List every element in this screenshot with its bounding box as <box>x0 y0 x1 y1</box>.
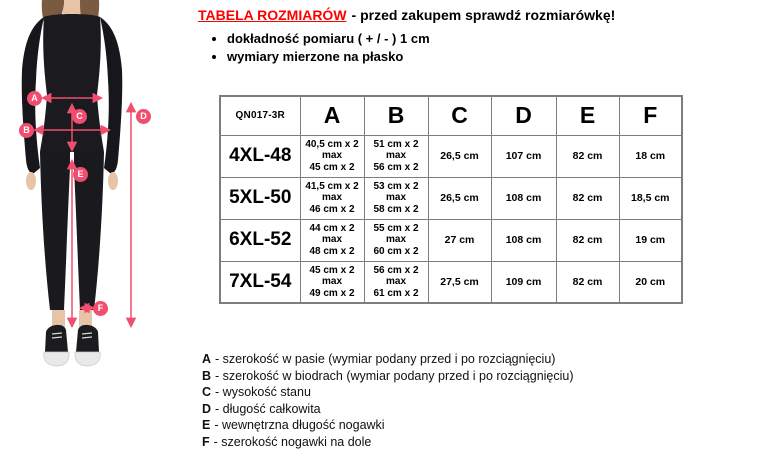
legend-item-f: F- szerokość nogawki na dole <box>202 434 372 449</box>
measurement-label-f: F <box>93 301 108 316</box>
column-header-a: A <box>299 95 365 136</box>
measurement-label-c: C <box>72 109 87 124</box>
measurement-cell-b: 56 cm x 2 max 61 cm x 2 <box>363 260 429 304</box>
measurement-cell-e: 82 cm <box>555 218 620 262</box>
measurement-label-b: B <box>19 123 34 138</box>
model-legging-left <box>40 152 70 310</box>
model-neck <box>63 0 81 16</box>
measurement-cell-c: 27,5 cm <box>427 260 492 304</box>
legend-item-c: C- wysokość stanu <box>202 385 311 400</box>
measurement-cell-b: 51 cm x 2 max 56 cm x 2 <box>363 134 429 178</box>
measurement-cell-a: 40,5 cm x 2 max 45 cm x 2 <box>299 134 365 178</box>
size-cell: 7XL-54 <box>219 260 301 304</box>
column-header-f: F <box>618 95 683 136</box>
measurement-cell-f: 20 cm <box>618 260 683 304</box>
note-item-flat: wymiary mierzone na płasko <box>227 48 763 66</box>
table-row-6xl: 6XL-52 44 cm x 2 max 48 cm x 2 55 cm x 2… <box>219 218 683 262</box>
model-sole-right <box>74 351 101 367</box>
model-laces-left <box>51 332 63 339</box>
size-cell: 4XL-48 <box>219 134 301 178</box>
column-header-e: E <box>555 95 620 136</box>
product-code: QN017-3R <box>219 95 301 136</box>
size-table: QN017-3R A B C D E F 4XL-48 40,5 cm x 2 … <box>219 95 683 304</box>
measurement-cell-d: 108 cm <box>490 218 557 262</box>
model-illustration <box>21 0 137 367</box>
size-cell: 6XL-52 <box>219 218 301 262</box>
measurement-cell-e: 82 cm <box>555 260 620 304</box>
measurement-cell-a: 44 cm x 2 max 48 cm x 2 <box>299 218 365 262</box>
measurement-cell-b: 53 cm x 2 max 58 cm x 2 <box>363 176 429 220</box>
measurement-cell-d: 108 cm <box>490 176 557 220</box>
table-row-5xl: 5XL-50 41,5 cm x 2 max 46 cm x 2 53 cm x… <box>219 176 683 220</box>
table-header-row: QN017-3R A B C D E F <box>219 95 683 136</box>
notes-list: dokładność pomiaru ( + / - ) 1 cm wymiar… <box>198 30 763 66</box>
model-top <box>40 14 104 152</box>
legend-item-e: E- wewnętrzna długość nogawki <box>202 418 385 433</box>
measurement-cell-d: 107 cm <box>490 134 557 178</box>
measurement-label-a: A <box>27 91 42 106</box>
model-photo: A B C D E F <box>0 0 200 400</box>
measurement-cell-d: 109 cm <box>490 260 557 304</box>
measurement-cell-a: 45 cm x 2 max 49 cm x 2 <box>299 260 365 304</box>
measurement-cell-f: 18 cm <box>618 134 683 178</box>
measurement-cell-f: 18,5 cm <box>618 176 683 220</box>
model-sneaker-right <box>76 324 99 357</box>
measurement-legend: A- szerokość w pasie (wymiar podany prze… <box>202 351 574 451</box>
column-header-c: C <box>427 95 492 136</box>
measurement-cell-c: 27 cm <box>427 218 492 262</box>
measurement-label-d: D <box>136 109 151 124</box>
measurement-cell-e: 82 cm <box>555 176 620 220</box>
measurement-cell-a: 41,5 cm x 2 max 46 cm x 2 <box>299 176 365 220</box>
table-row-4xl: 4XL-48 40,5 cm x 2 max 45 cm x 2 51 cm x… <box>219 134 683 178</box>
note-item-accuracy: dokładność pomiaru ( + / - ) 1 cm <box>227 30 763 48</box>
model-laces-right <box>81 332 93 339</box>
page-title-highlight: TABELA ROZMIARÓW <box>198 7 347 23</box>
model-hand-right <box>108 172 118 190</box>
page-title: TABELA ROZMIARÓW - przed zakupem sprawdź … <box>198 7 763 23</box>
measurement-cell-b: 55 cm x 2 max 60 cm x 2 <box>363 218 429 262</box>
page-header: TABELA ROZMIARÓW - przed zakupem sprawdź … <box>198 7 763 66</box>
model-sneaker-left <box>45 324 68 357</box>
measurement-cell-f: 19 cm <box>618 218 683 262</box>
measurement-cell-c: 26,5 cm <box>427 176 492 220</box>
model-sleeve-right <box>100 17 123 174</box>
legend-item-d: D- długość całkowita <box>202 401 321 416</box>
model-sole-left <box>43 351 70 367</box>
legend-item-a: A- szerokość w pasie (wymiar podany prze… <box>202 352 556 366</box>
legend-item-b: B- szerokość w biodrach (wymiar podany p… <box>202 368 574 383</box>
measurement-cell-e: 82 cm <box>555 134 620 178</box>
model-hand-left <box>26 172 36 190</box>
measurement-label-e: E <box>73 167 88 182</box>
model-legging-right <box>74 152 104 310</box>
page-title-rest: - przed zakupem sprawdź rozmiarówkę! <box>351 7 616 23</box>
column-header-b: B <box>363 95 429 136</box>
measurement-cell-c: 26,5 cm <box>427 134 492 178</box>
column-header-d: D <box>490 95 557 136</box>
size-cell: 5XL-50 <box>219 176 301 220</box>
table-row-7xl: 7XL-54 45 cm x 2 max 49 cm x 2 56 cm x 2… <box>219 260 683 304</box>
